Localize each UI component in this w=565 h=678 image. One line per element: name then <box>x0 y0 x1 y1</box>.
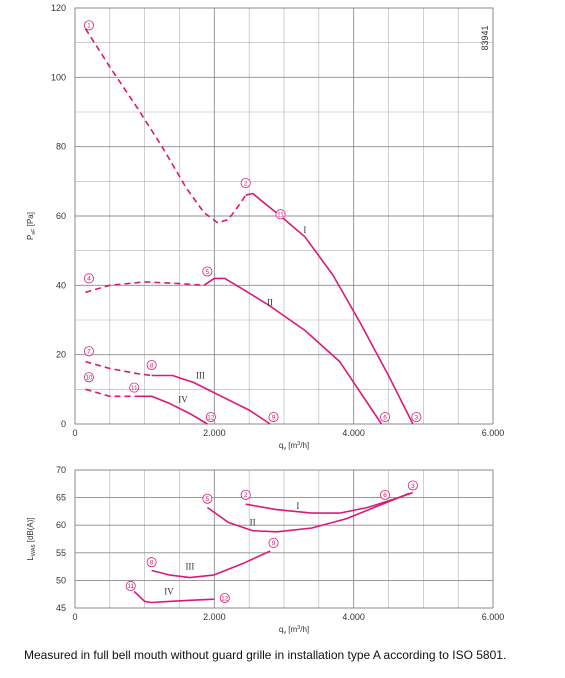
pressure-marker-circle-11 <box>275 209 286 220</box>
drawing-code: 83941 <box>480 25 490 50</box>
pressure-curve-I <box>245 192 414 425</box>
sound-marker-3: 3 <box>411 483 415 490</box>
sound-marker-2: 2 <box>244 492 248 499</box>
sound-y-tick-label: 60 <box>56 520 66 530</box>
pressure-marker-9: 9 <box>272 414 276 421</box>
pressure-plot-frame <box>74 7 494 425</box>
pressure-curve-label-III: III <box>196 370 205 380</box>
sound-plot-frame <box>74 469 494 609</box>
pressure-marker-circle-8 <box>146 360 157 371</box>
pressure-marker-1: 1 <box>87 23 91 30</box>
pressure-curve-IV <box>137 395 208 425</box>
sound-marker-circle-12 <box>219 593 230 604</box>
pressure-marker-circle-3 <box>411 412 422 423</box>
sound-x-axis-label: qv [m3/h] <box>279 625 309 636</box>
sound-x-tick-label: 2.000 <box>203 612 226 622</box>
pressure-curve-label-I: I <box>303 225 306 235</box>
pressure-x-tick-label: 0 <box>72 428 77 438</box>
pressure-marker-circle-10 <box>83 372 94 383</box>
sound-marker-circle-9 <box>268 537 279 548</box>
pressure-y-tick-label: 60 <box>56 211 66 221</box>
sound-y-tick-label: 50 <box>56 575 66 585</box>
sound-marker-circle-6 <box>380 489 391 500</box>
sound-curve-II <box>206 492 410 533</box>
pressure-y-tick-label: 40 <box>56 280 66 290</box>
pressure-curve-II-dashed <box>85 281 204 294</box>
sound-marker-11: 11 <box>127 583 134 590</box>
pressure-marker-circle-7 <box>83 346 94 357</box>
pressure-y-axis-label: PsF [Pa] <box>26 212 37 240</box>
sound-x-tick-label: 6.000 <box>482 612 505 622</box>
sound-marker-circle-11 <box>125 580 136 591</box>
pressure-marker-8: 8 <box>150 362 154 369</box>
pressure-marker-3: 3 <box>415 414 419 421</box>
sound-marker-6: 6 <box>383 492 387 499</box>
pressure-marker-circle-9 <box>268 412 279 423</box>
pressure-marker-7: 7 <box>87 349 91 356</box>
sound-x-tick-label: 0 <box>72 612 77 622</box>
pressure-curve-III-dashed <box>85 360 152 377</box>
pressure-curve-I-dashed <box>84 28 247 224</box>
sound-curve-label-III: III <box>185 562 194 572</box>
sound-y-tick-label: 55 <box>56 548 66 558</box>
sound-y-tick-label: 70 <box>56 465 66 475</box>
pressure-marker-circle-1 <box>83 20 94 31</box>
sound-marker-9: 9 <box>272 540 276 547</box>
pressure-marker-circle-12 <box>205 412 216 423</box>
pressure-marker-10: 10 <box>85 375 93 382</box>
pressure-marker-circle-11 <box>129 382 140 393</box>
sound-curve-IV <box>133 590 215 604</box>
sound-marker-12: 12 <box>221 595 229 602</box>
pressure-y-tick-label: 100 <box>51 72 66 82</box>
pressure-x-tick-label: 2.000 <box>203 428 226 438</box>
sound-marker-8: 8 <box>150 559 154 566</box>
pressure-marker-circle-4 <box>83 273 94 284</box>
pressure-curve-IV-dashed <box>85 388 138 398</box>
pressure-x-tick-label: 6.000 <box>482 428 505 438</box>
pressure-marker-12: 12 <box>207 414 215 421</box>
sound-marker-5: 5 <box>206 496 210 503</box>
pressure-marker-5: 5 <box>206 269 210 276</box>
pressure-y-tick-label: 20 <box>56 350 66 360</box>
pressure-marker-2: 2 <box>244 180 248 187</box>
sound-curve-label-I: I <box>296 501 299 511</box>
pressure-curve-II <box>203 277 383 425</box>
sound-y-tick-label: 45 <box>56 603 66 613</box>
pressure-curve-III <box>151 374 271 425</box>
pressure-y-tick-label: 0 <box>61 419 66 429</box>
pressure-marker-circle-5 <box>202 266 213 277</box>
pressure-marker-6: 6 <box>383 414 387 421</box>
chart-caption: Measured in full bell mouth without guar… <box>24 648 507 662</box>
sound-curve-III <box>151 550 271 579</box>
pressure-x-tick-label: 4.000 <box>342 428 365 438</box>
pressure-marker-11: 11 <box>277 212 284 219</box>
pressure-marker-11: 11 <box>131 385 138 392</box>
pressure-marker-4: 4 <box>87 276 91 283</box>
pressure-curve-label-IV: IV <box>178 395 188 405</box>
sound-marker-circle-3 <box>407 480 418 491</box>
pressure-curve-label-II: II <box>267 298 273 308</box>
sound-marker-circle-5 <box>202 493 213 504</box>
sound-x-tick-label: 4.000 <box>342 612 365 622</box>
sound-marker-circle-8 <box>146 557 157 568</box>
pressure-x-axis-label: qv [m3/h] <box>279 441 309 452</box>
pressure-y-tick-label: 80 <box>56 142 66 152</box>
pressure-marker-circle-6 <box>380 412 391 423</box>
pressure-marker-circle-2 <box>240 178 251 189</box>
sound-marker-circle-2 <box>240 489 251 500</box>
sound-curve-label-II: II <box>250 517 256 527</box>
sound-curve-label-IV: IV <box>164 586 174 596</box>
sound-y-tick-label: 65 <box>56 493 66 503</box>
sound-y-axis-label: LWA6 [dB(A)] <box>26 517 37 560</box>
pressure-y-tick-label: 120 <box>51 3 66 13</box>
